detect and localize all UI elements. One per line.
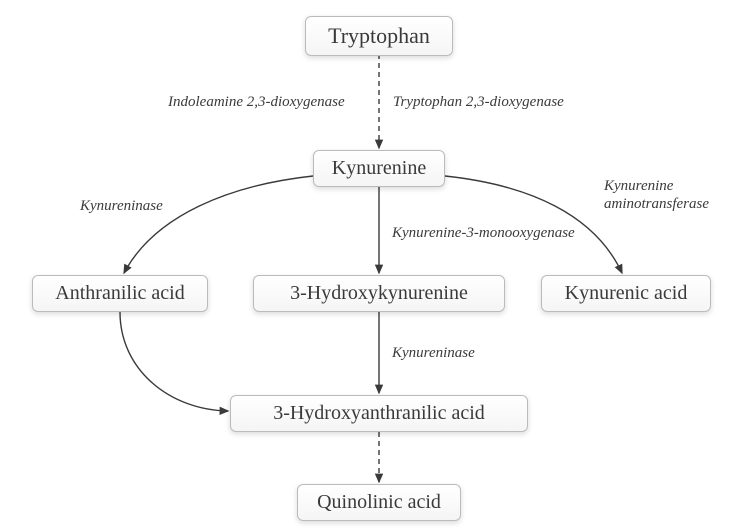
enzyme-kat_line2: aminotransferase xyxy=(604,196,709,213)
enzyme-ido: Indoleamine 2,3-dioxygenase xyxy=(168,94,345,111)
edge-anthranilic-to-hydroxyanthranilic xyxy=(120,312,228,411)
node-kynurenine: Kynurenine xyxy=(313,150,445,187)
node-quinolinic: Quinolinic acid xyxy=(297,484,461,521)
edge-kynurenine-to-anthranilic xyxy=(124,176,313,273)
node-tryptophan: Tryptophan xyxy=(305,16,453,56)
enzyme-kynureninase1: Kynureninase xyxy=(80,198,163,215)
node-hydroxyanthranilic: 3-Hydroxyanthranilic acid xyxy=(230,395,528,432)
node-hydroxykynurenine: 3-Hydroxykynurenine xyxy=(253,275,505,312)
node-anthranilic: Anthranilic acid xyxy=(32,275,208,312)
diagram-connectors xyxy=(0,0,743,532)
enzyme-kat_line1: Kynurenine xyxy=(604,178,673,195)
enzyme-kynureninase2: Kynureninase xyxy=(392,345,475,362)
node-kynurenic: Kynurenic acid xyxy=(541,275,711,312)
enzyme-tdo: Tryptophan 2,3-dioxygenase xyxy=(393,94,564,111)
enzyme-kmo: Kynurenine-3-monooxygenase xyxy=(392,225,575,242)
